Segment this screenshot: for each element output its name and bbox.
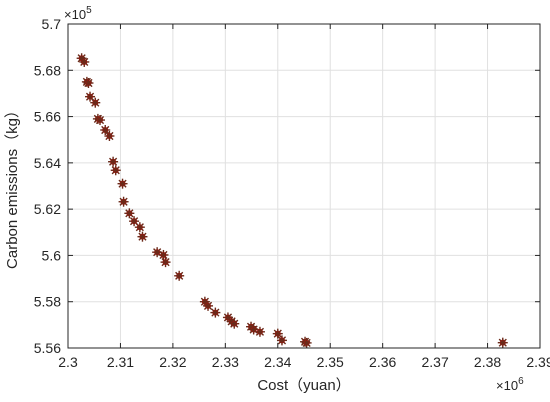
y-multiplier-exp: 5 — [86, 5, 92, 16]
y-tick-label: 5.68 — [34, 62, 61, 78]
y-tick-label: 5.62 — [34, 201, 61, 217]
y-tick-label: 5.58 — [34, 294, 61, 310]
plot-frame — [67, 23, 541, 349]
x-tick-label: 2.39 — [526, 354, 550, 370]
x-tick-label: 2.36 — [369, 354, 396, 370]
x-tick-label: 2.34 — [264, 354, 291, 370]
data-point — [276, 335, 287, 346]
x-tick-label: 2.35 — [317, 354, 344, 370]
data-point — [497, 337, 508, 348]
data-point — [137, 231, 148, 242]
y-multiplier: ×105 — [64, 5, 92, 22]
data-point — [203, 300, 214, 311]
data-point — [301, 337, 312, 348]
y-tick-label: 5.7 — [42, 16, 62, 32]
data-point — [104, 131, 115, 142]
data-point — [248, 324, 259, 335]
data-point — [272, 328, 283, 339]
data-point — [79, 56, 90, 67]
data-point — [124, 208, 135, 219]
x-tick-label: 2.3 — [58, 354, 78, 370]
data-point — [108, 156, 119, 167]
y-tick-label: 5.56 — [34, 340, 61, 356]
x-tick-label: 2.32 — [159, 354, 186, 370]
x-multiplier-exp: 6 — [518, 376, 524, 387]
x-multiplier-base: ×10 — [496, 378, 518, 393]
x-tick-label: 2.37 — [421, 354, 448, 370]
y-axis-label: Carbon emissions（kg） — [4, 103, 21, 269]
data-point — [83, 78, 94, 89]
data-point — [100, 124, 111, 135]
data-point — [254, 326, 265, 337]
axis-ticks: 2.3 2.31 2.32 2.33 2.34 2.35 2.36 2.37 2.38 2.39 5… — [34, 16, 550, 370]
y-tick-label: 5.6 — [42, 247, 62, 263]
data-point — [229, 318, 240, 329]
y-tick-label: 5.66 — [34, 109, 61, 125]
data-point — [110, 165, 121, 176]
x-tick-label: 2.38 — [474, 354, 501, 370]
y-multiplier-base: ×10 — [64, 7, 86, 22]
y-tick-label: 5.64 — [34, 155, 61, 171]
x-axis-label: Cost（yuan） — [257, 377, 350, 394]
data-point — [158, 249, 169, 260]
data-points — [76, 53, 508, 348]
data-point — [174, 270, 185, 281]
data-point — [160, 257, 171, 268]
data-point — [90, 97, 101, 108]
x-multiplier: ×106 — [496, 376, 524, 393]
x-tick-label: 2.33 — [212, 354, 239, 370]
data-point — [210, 307, 221, 318]
x-tick-label: 2.31 — [107, 354, 134, 370]
data-point — [117, 178, 128, 189]
plot-background — [68, 24, 540, 348]
data-point — [94, 115, 105, 126]
data-point — [134, 222, 145, 233]
data-point — [118, 196, 129, 207]
